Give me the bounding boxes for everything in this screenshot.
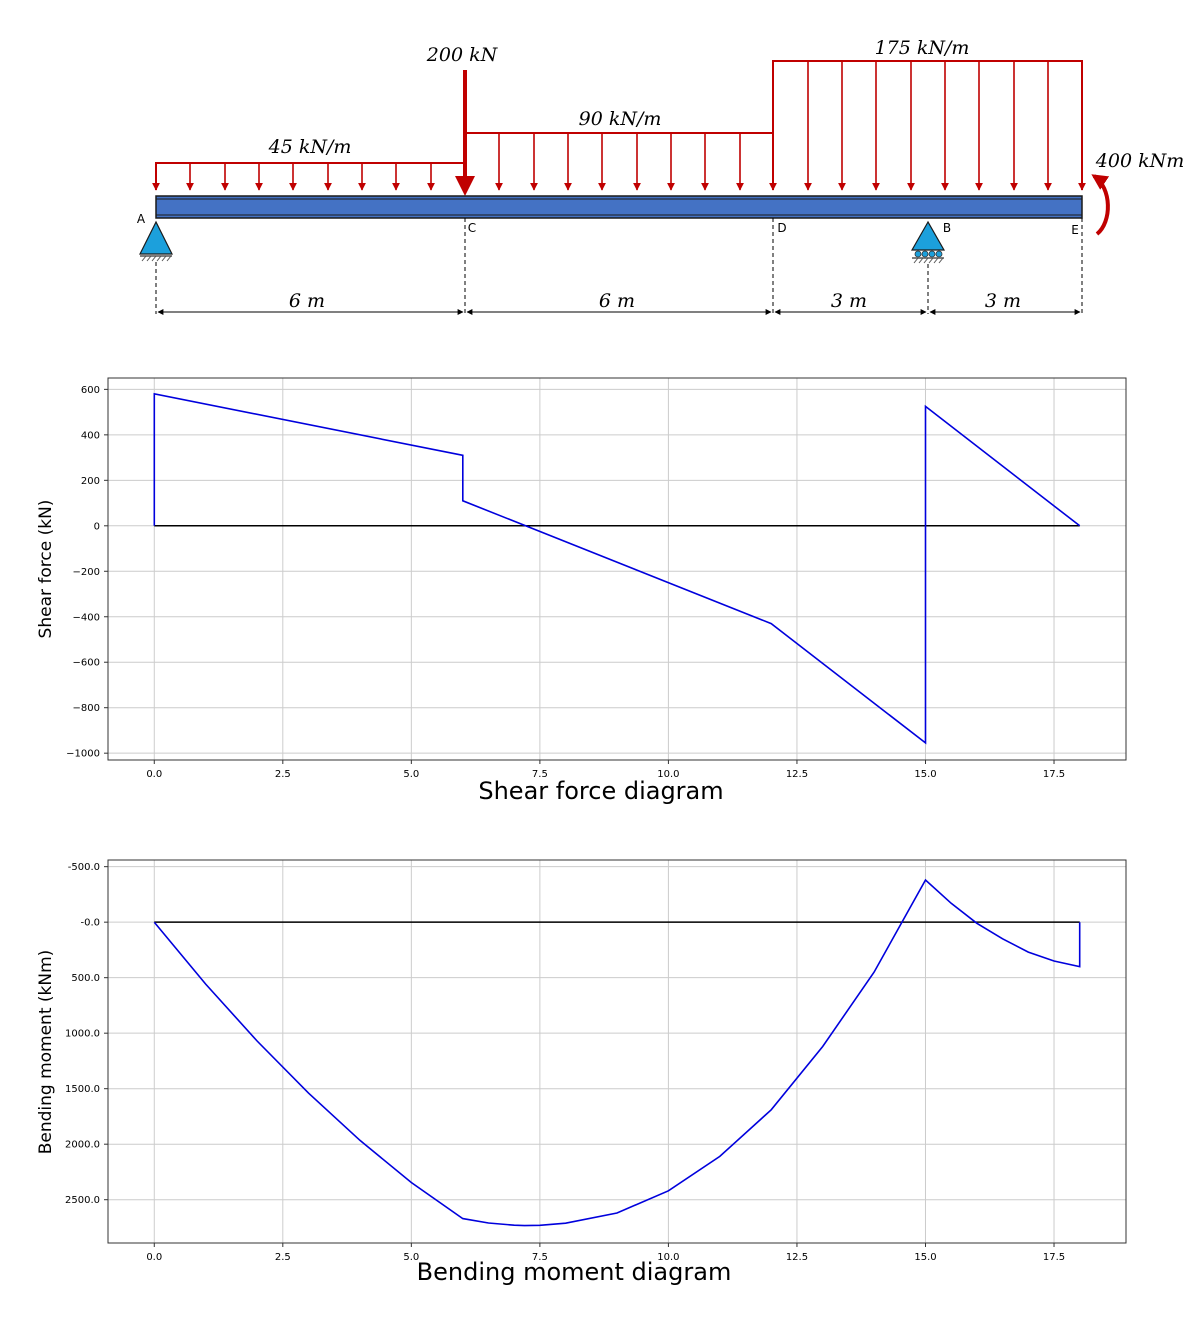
span-be-label: 3 m [985, 290, 1021, 312]
moment-label: 400 kNm [1095, 150, 1184, 172]
udl-175-label: 175 kN/m [875, 37, 970, 59]
bmd-y-tick-label: -500.0 [68, 862, 100, 873]
sfd-y-tick-label: −600 [73, 658, 100, 669]
bmd-ylabel: Bending moment (kNm) [36, 950, 56, 1155]
udl-90-arrows [495, 133, 744, 191]
sfd-x-tick-label: 10.0 [657, 769, 679, 780]
span-db-label: 3 m [831, 290, 867, 312]
udl-175-arrows [769, 61, 1086, 191]
bmd-title: Bending moment diagram [417, 1258, 732, 1286]
sfd-y-tick-label: 0 [94, 521, 100, 532]
point-b-label: B [943, 221, 951, 235]
sfd-y-ticks: 600 400 200 0 −200 −400 −600 −800 −1000 [66, 385, 108, 760]
sfd-series-line [153, 392, 1081, 745]
bmd-y-tick-label: 500.0 [71, 973, 100, 984]
bmd-x-tick-label: 5.0 [403, 1252, 419, 1263]
sfd-title: Shear force diagram [478, 777, 723, 805]
udl-175: 175 kN/m [769, 37, 1086, 191]
sfd-y-tick-label: −200 [73, 567, 100, 578]
bmd-y-ticks: -500.0 -0.0 500.0 1000.0 1500.0 2000.0 2500.0 [65, 862, 108, 1206]
moment-400: 400 kNm [1091, 150, 1184, 236]
sfd-x-tick-label: 17.5 [1043, 769, 1065, 780]
sfd-y-tick-label: 400 [81, 430, 100, 441]
udl-45-arrows [152, 163, 435, 191]
point-c-label: C [468, 221, 476, 235]
bmd-y-tick-label: 1500.0 [65, 1084, 100, 1095]
sfd-x-tick-label: 2.5 [275, 769, 291, 780]
sfd-grid [108, 378, 1126, 760]
sfd-x-tick-label: 7.5 [532, 769, 548, 780]
sfd-ylabel: Shear force (kN) [36, 500, 56, 639]
support-a [139, 220, 173, 262]
beam-body [155, 195, 1083, 219]
bmd-y-tick-label: -0.0 [80, 918, 100, 929]
span-ac-label: 6 m [289, 290, 325, 312]
point-e-label: E [1071, 223, 1079, 237]
bmd-x-ticks: 0.0 2.5 5.0 7.5 10.0 12.5 15.0 17.5 [146, 1243, 1065, 1263]
sfd-frame [107, 377, 1127, 761]
bmd-x-tick-label: 0.0 [146, 1252, 162, 1263]
point-d-label: D [777, 221, 786, 235]
bmd-x-tick-label: 10.0 [657, 1252, 679, 1263]
point-a-label: A [137, 212, 146, 226]
sfd-y-tick-label: −800 [73, 703, 100, 714]
udl-45: 45 kN/m [152, 136, 466, 191]
bending-moment-chart: 0.0 2.5 5.0 7.5 10.0 12.5 15.0 17.5 -500.0 -0.0 5… [36, 859, 1127, 1286]
bmd-grid [108, 860, 1126, 1243]
bmd-frame [107, 859, 1127, 1244]
sfd-y-tick-label: −1000 [66, 749, 100, 760]
sfd-y-tick-label: 600 [81, 385, 100, 396]
point-load-label: 200 kN [426, 44, 499, 66]
point-load-200: 200 kN [426, 44, 499, 196]
bmd-x-tick-label: 17.5 [1043, 1252, 1065, 1263]
sfd-x-tick-label: 5.0 [403, 769, 419, 780]
udl-90: 90 kN/m [465, 108, 774, 191]
support-b [910, 220, 946, 264]
sfd-x-tick-label: 0.0 [146, 769, 162, 780]
udl-45-label: 45 kN/m [268, 136, 352, 158]
bmd-x-tick-label: 15.0 [914, 1252, 936, 1263]
bmd-y-tick-label: 2500.0 [65, 1195, 100, 1206]
bmd-y-tick-label: 1000.0 [65, 1029, 100, 1040]
span-cd-label: 6 m [599, 290, 635, 312]
sfd-x-tick-label: 15.0 [914, 769, 936, 780]
udl-90-label: 90 kN/m [579, 108, 662, 130]
bmd-x-tick-label: 2.5 [275, 1252, 291, 1263]
bmd-series-line [153, 878, 1081, 1227]
dimension-guides [155, 218, 1083, 314]
bmd-x-tick-label: 7.5 [532, 1252, 548, 1263]
sfd-x-ticks: 0.0 2.5 5.0 7.5 10.0 12.5 15.0 17.5 [146, 760, 1065, 780]
shear-force-chart: 0.0 2.5 5.0 7.5 10.0 12.5 15.0 17.5 600 400 200 0 −… [36, 377, 1127, 805]
sfd-y-tick-label: −400 [73, 612, 100, 623]
bmd-x-tick-label: 12.5 [786, 1252, 808, 1263]
beam-diagram: 45 kN/m 90 kN/m [137, 37, 1184, 315]
sfd-x-tick-label: 12.5 [786, 769, 808, 780]
bmd-y-tick-label: 2000.0 [65, 1140, 100, 1151]
sfd-y-tick-label: 200 [81, 476, 100, 487]
